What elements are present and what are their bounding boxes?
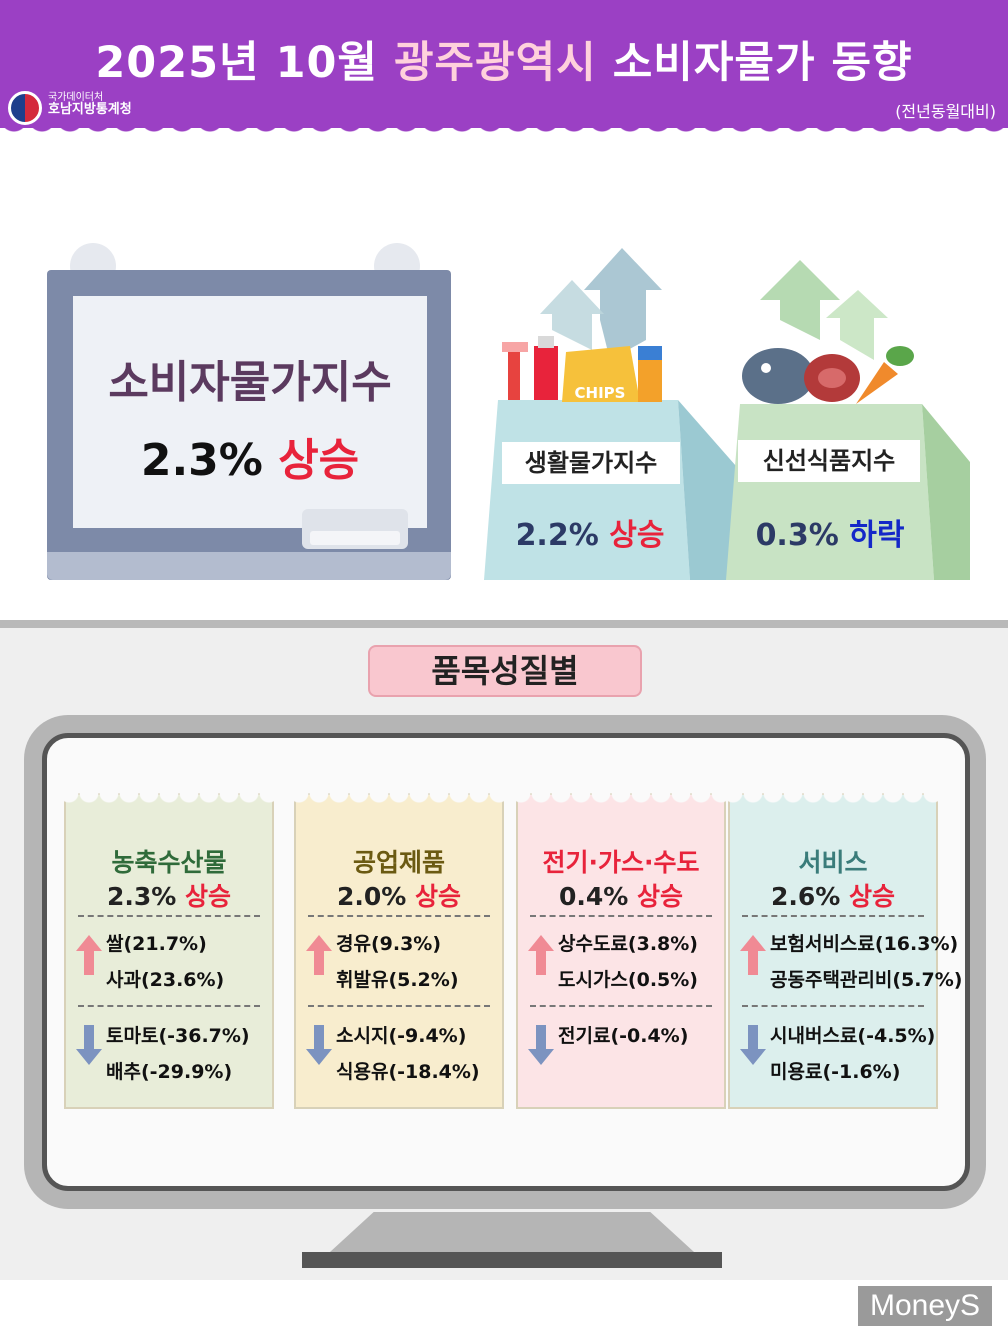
rising-item: 사과(23.6%) (106, 969, 225, 991)
meat-icon (804, 354, 860, 402)
dashed-divider (308, 915, 490, 917)
living-bag-side (678, 400, 736, 580)
eraser-icon (302, 509, 408, 549)
dashed-divider (742, 1005, 924, 1007)
category-name: 농축수산물 (111, 848, 227, 877)
whiteboard-base (47, 552, 451, 580)
dashed-divider (530, 915, 712, 917)
living-index-label: 생활물가지수 (502, 442, 680, 484)
falling-item: 시내버스료(-4.5%) (770, 1025, 936, 1047)
fresh-bag-side (922, 404, 970, 580)
up-arrow-icon (740, 935, 766, 979)
falling-item: 식용유(-18.4%) (336, 1061, 480, 1083)
toothbrush-icon (502, 342, 528, 400)
cpi-label: 소비자물가지수 (108, 357, 392, 408)
fresh-index-label: 신선식품지수 (738, 440, 920, 482)
dashed-divider (530, 1005, 712, 1007)
falling-item: 배추(-29.9%) (106, 1061, 233, 1083)
monitor-base (302, 1252, 722, 1268)
fish-icon (742, 348, 814, 404)
rising-item: 쌀(21.7%) (106, 933, 207, 955)
rising-item: 경유(9.3%) (336, 933, 442, 955)
category-name: 공업제품 (352, 848, 445, 877)
dashed-divider (742, 915, 924, 917)
category-value: 2.3% 상승 (106, 882, 232, 911)
ticket-body (516, 793, 726, 1109)
drink-bottle-icon (638, 346, 662, 402)
down-arrow-icon (740, 1025, 766, 1069)
chips-bag-icon: CHIPS (562, 346, 640, 402)
header-banner (0, 0, 1008, 128)
title-region: 광주광역시 (393, 38, 597, 88)
up-arrow-icon (306, 935, 332, 979)
category-value: 0.4% 상승 (558, 882, 684, 911)
up-arrow-icon (76, 935, 102, 979)
category-name: 전기·가스·수도 (542, 848, 700, 877)
watermark-logo: MoneyS (858, 1286, 992, 1326)
monitor-stand (330, 1212, 694, 1252)
down-arrow-icon (528, 1025, 554, 1069)
up-arrow-icon (760, 260, 888, 360)
government-emblem-icon (8, 91, 42, 125)
category-name: 서비스 (798, 848, 868, 877)
page-title: 2025년 10월 광주광역시 소비자물가 동향 (95, 38, 913, 88)
toothpaste-icon (534, 336, 558, 400)
up-arrow-icon (528, 935, 554, 979)
org-logo-text: 국가데이터처 호남지방통계청 (48, 92, 132, 117)
svg-text:CHIPS: CHIPS (575, 384, 626, 402)
down-arrow-icon (306, 1025, 332, 1069)
falling-item: 토마토(-36.7%) (106, 1025, 250, 1047)
dashed-divider (78, 1005, 260, 1007)
cpi-value: 2.3% 상승 (140, 435, 360, 486)
falling-item: 미용료(-1.6%) (770, 1061, 901, 1083)
dashed-divider (78, 915, 260, 917)
dashed-divider (308, 1005, 490, 1007)
down-arrow-icon (76, 1025, 102, 1069)
fresh-index-value: 0.3% 하락 (755, 518, 905, 553)
category-value: 2.6% 상승 (770, 882, 896, 911)
section-divider (0, 620, 1008, 628)
carrot-icon (856, 346, 914, 404)
section-title: 품목성질별 (368, 645, 642, 697)
up-arrow-icon (540, 248, 662, 360)
falling-item: 소시지(-9.4%) (336, 1025, 467, 1047)
whiteboard-surface (73, 296, 427, 528)
category-value: 2.0% 상승 (336, 882, 462, 911)
rising-item: 보험서비스료(16.3%) (770, 933, 959, 955)
comparison-basis: (전년동월대비) (895, 102, 996, 121)
rising-item: 휘발유(5.2%) (336, 969, 459, 991)
rising-item: 도시가스(0.5%) (558, 969, 698, 991)
rising-item: 상수도료(3.8%) (558, 933, 698, 955)
falling-item: 전기료(-0.4%) (558, 1025, 689, 1047)
rising-item: 공동주택관리비(5.7%) (770, 969, 963, 991)
header-scallop (0, 118, 1008, 140)
living-index-value: 2.2% 상승 (515, 518, 665, 553)
